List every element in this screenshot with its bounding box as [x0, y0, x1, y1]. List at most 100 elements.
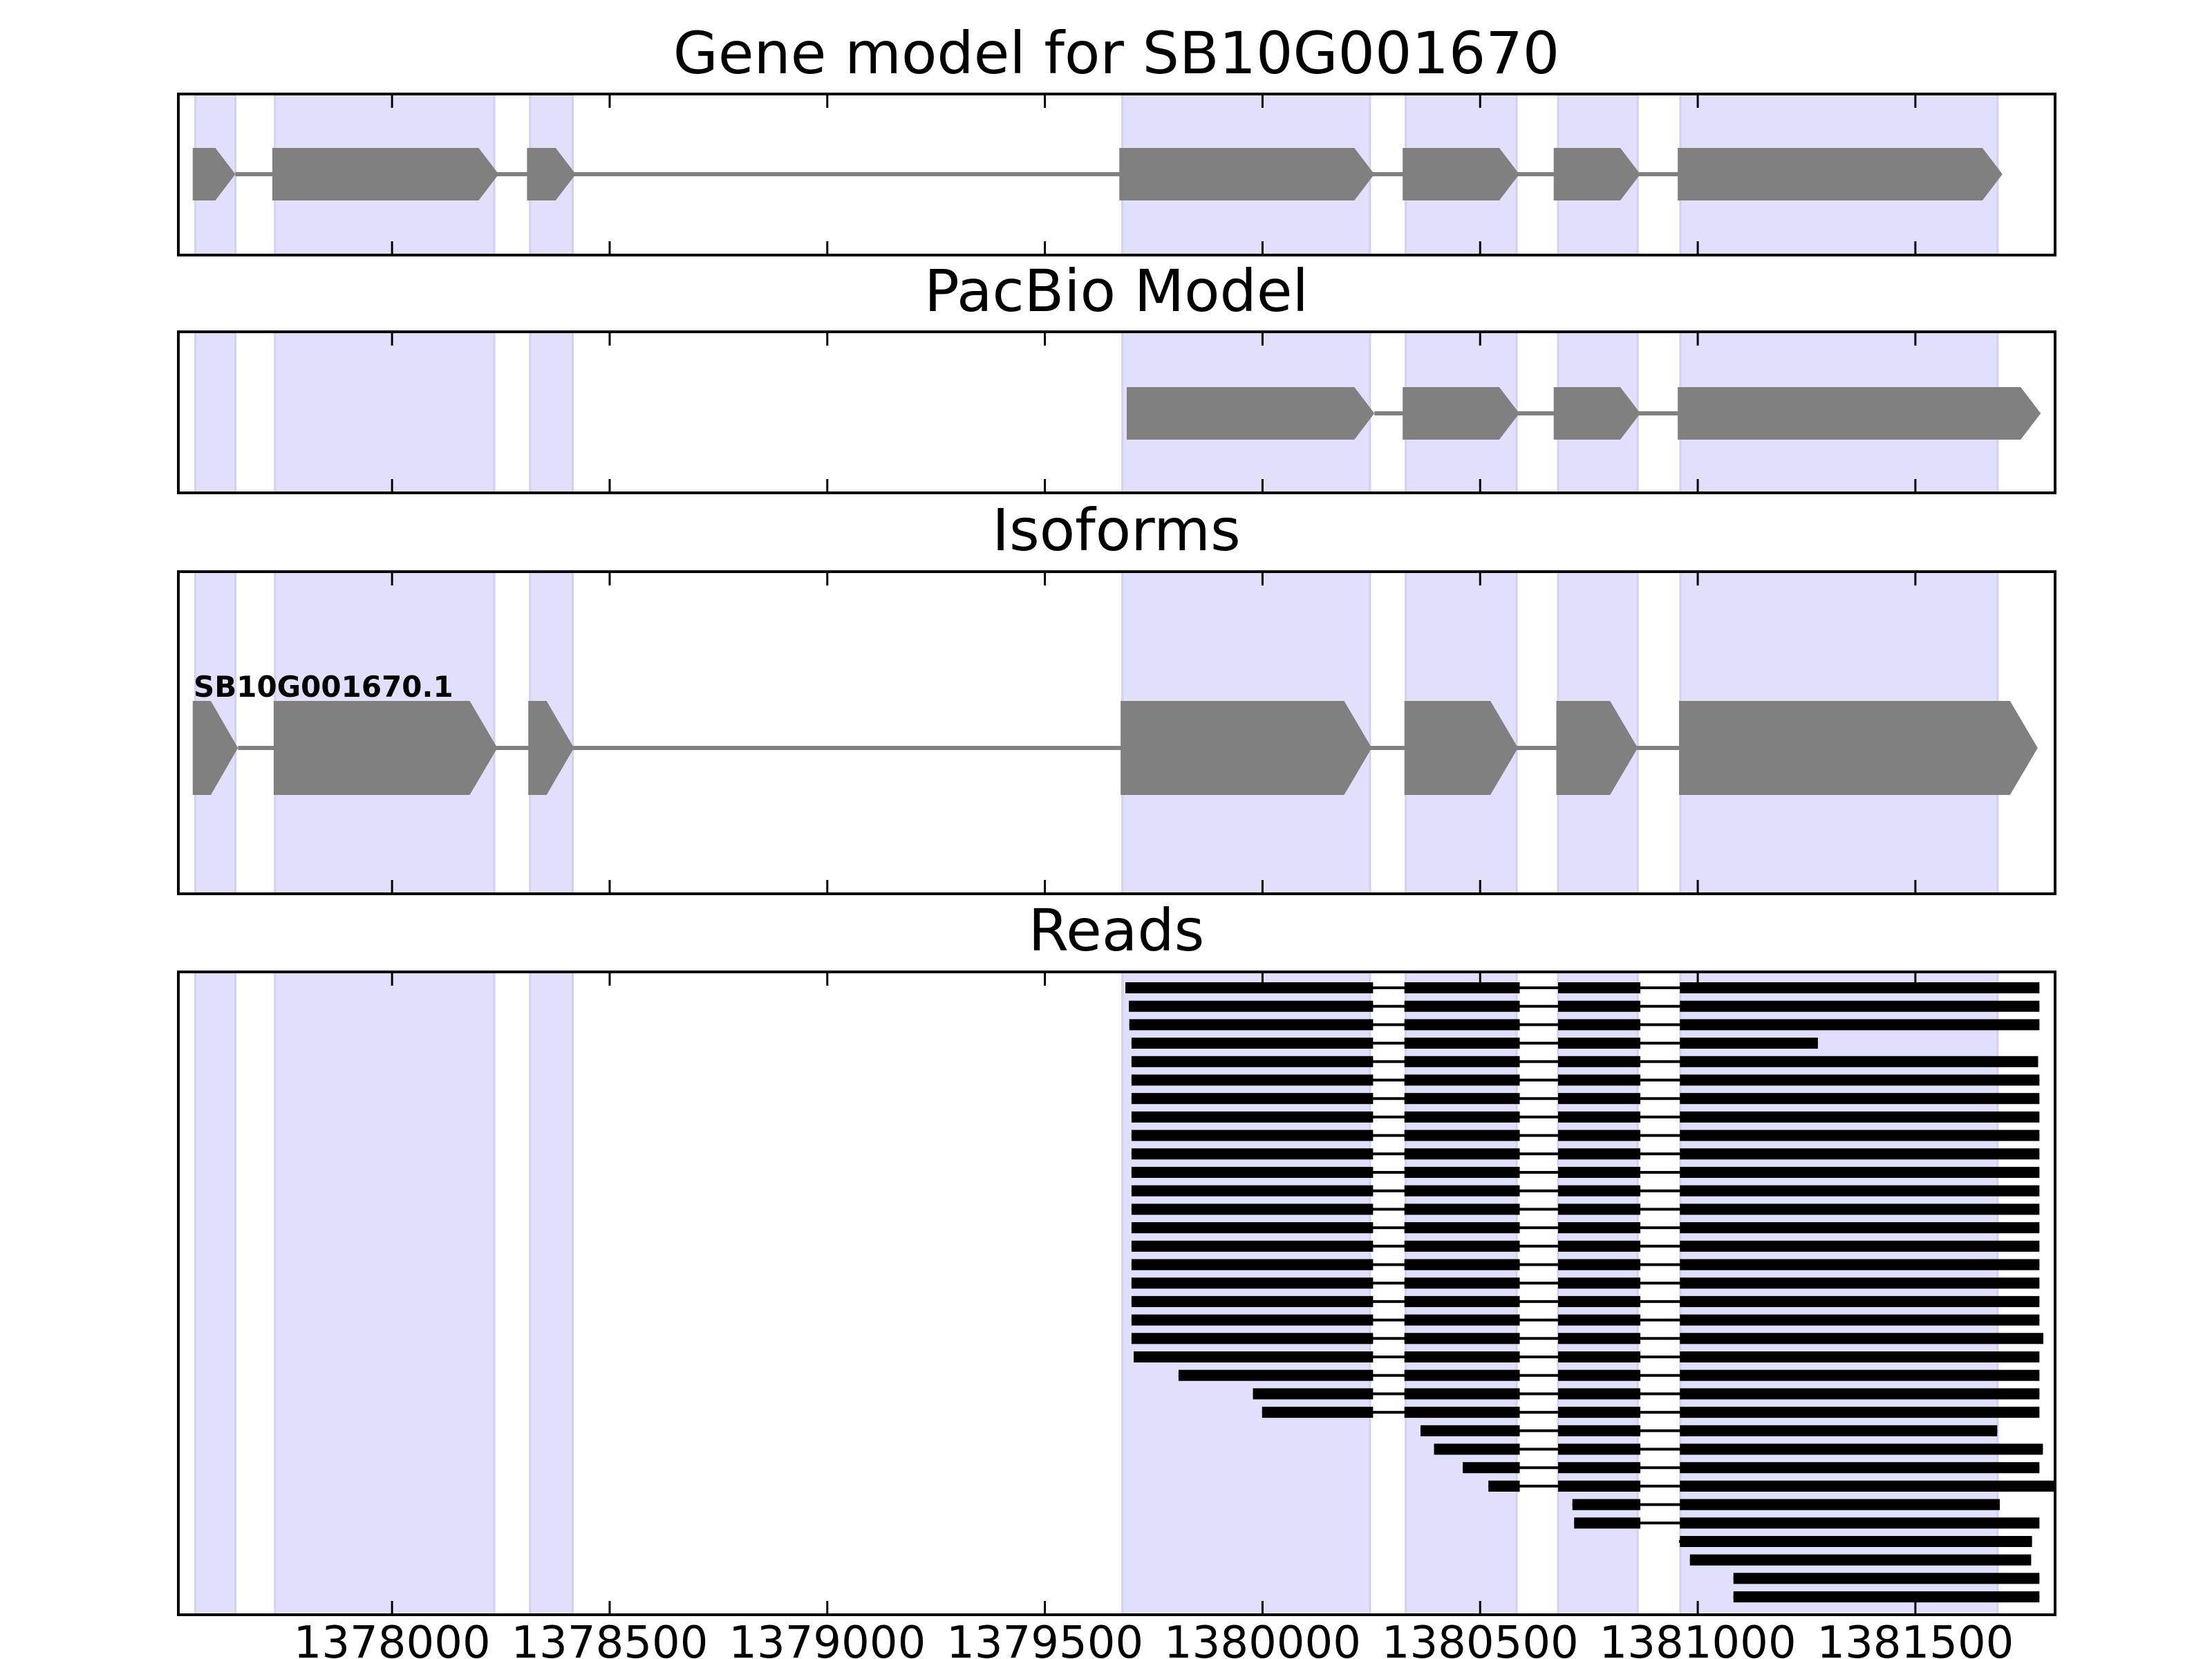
read	[1131, 1074, 2040, 1086]
exon	[1403, 148, 1519, 200]
exon	[192, 148, 236, 200]
read-block	[1131, 1259, 1374, 1271]
read	[1131, 1259, 2040, 1271]
exon	[1553, 148, 1640, 200]
read-block	[1557, 1222, 1640, 1234]
panel-title-gene-model: Gene model for SB10G001670	[673, 19, 1559, 87]
shaded-exon-region	[529, 330, 574, 494]
read-block	[1680, 1259, 2040, 1271]
shaded-exon-region	[1405, 971, 1518, 1616]
read-block	[1557, 1407, 1640, 1418]
read	[1131, 1277, 2040, 1289]
read-block	[1131, 1185, 1374, 1197]
read-block	[1404, 1240, 1520, 1252]
read	[1420, 1425, 1998, 1436]
exon	[1678, 387, 2041, 440]
read-block	[1680, 1388, 2040, 1400]
read-block	[1404, 1056, 1520, 1067]
read-block	[1680, 1167, 2040, 1178]
read-block	[1680, 1480, 2055, 1492]
read	[1253, 1388, 2040, 1400]
read-block	[1680, 1130, 2040, 1141]
read	[1131, 1038, 1818, 1049]
read-block	[1404, 1000, 1520, 1012]
read-block	[1404, 1369, 1520, 1381]
exon	[1678, 701, 2038, 795]
read-block	[1557, 1443, 1640, 1455]
read	[1733, 1573, 2040, 1584]
read-block	[1680, 1056, 2038, 1067]
read-block	[1404, 1314, 1520, 1326]
read-block	[1253, 1388, 1374, 1400]
read-block	[1404, 1351, 1520, 1362]
read-block	[1178, 1369, 1374, 1381]
read-block	[1680, 1111, 2040, 1123]
exon	[272, 148, 499, 200]
read-block	[1680, 1425, 1998, 1436]
exon	[1121, 701, 1372, 795]
panel-1	[177, 330, 2056, 494]
panel-0	[177, 93, 2056, 256]
read	[1178, 1369, 2040, 1381]
exon	[1126, 387, 1375, 440]
read-block	[1680, 1314, 2040, 1326]
panel-title-pacbio: PacBio Model	[924, 257, 1309, 325]
read	[1125, 982, 2040, 993]
read-block	[1131, 1333, 1374, 1344]
read-block	[1733, 1591, 2040, 1603]
read-block	[1557, 1056, 1640, 1067]
shaded-exon-region	[194, 330, 236, 494]
read-block	[1404, 1167, 1520, 1178]
x-tick-label: 1378500	[511, 1618, 708, 1659]
read-block	[1689, 1554, 2032, 1566]
read-block	[1404, 1185, 1520, 1197]
read-block	[1557, 1093, 1640, 1105]
read	[1131, 1295, 2040, 1307]
read-block	[1557, 1019, 1640, 1031]
read-block	[1404, 1388, 1520, 1400]
shaded-exon-region	[274, 971, 496, 1616]
read	[1131, 1111, 2040, 1123]
x-tick-label: 1380000	[1164, 1618, 1361, 1659]
read-block	[1404, 1130, 1520, 1141]
read	[1131, 1240, 2040, 1252]
exon	[192, 701, 238, 795]
read-block	[1434, 1443, 1520, 1455]
read-block	[1680, 1000, 2040, 1012]
read-block	[1131, 1130, 1374, 1141]
read-block	[1733, 1573, 2040, 1584]
read-block	[1680, 1369, 2040, 1381]
read	[1434, 1443, 2043, 1455]
read-block	[1404, 1222, 1520, 1234]
read-block	[1557, 1074, 1640, 1086]
read-block	[1557, 1148, 1640, 1160]
read-block	[1680, 982, 2040, 993]
read-block	[1134, 1351, 1374, 1362]
read	[1262, 1407, 2040, 1418]
panel-title-isoforms: Isoforms	[992, 496, 1241, 564]
shaded-exon-region	[529, 971, 574, 1616]
read-block	[1557, 1203, 1640, 1215]
read-block	[1404, 1038, 1520, 1049]
read-block	[1680, 1536, 2032, 1547]
exon	[1403, 387, 1519, 440]
read-block	[1572, 1499, 1640, 1510]
read	[1131, 1314, 2040, 1326]
read	[1733, 1591, 2040, 1603]
read-block	[1131, 1111, 1374, 1123]
read-block	[1557, 1351, 1640, 1362]
read	[1131, 1148, 2040, 1160]
exon	[528, 701, 574, 795]
x-tick-label: 1381000	[1600, 1618, 1797, 1659]
read-block	[1420, 1425, 1520, 1436]
x-tick-label: 1380500	[1382, 1618, 1579, 1659]
read-block	[1131, 1295, 1374, 1307]
read-block	[1557, 1000, 1640, 1012]
read-block	[1131, 1240, 1374, 1252]
read-block	[1131, 1056, 1374, 1067]
read-block	[1129, 1000, 1374, 1012]
read-block	[1404, 1111, 1520, 1123]
read-block	[1680, 1240, 2040, 1252]
read-block	[1680, 1038, 1818, 1049]
read-block	[1557, 1480, 1640, 1492]
